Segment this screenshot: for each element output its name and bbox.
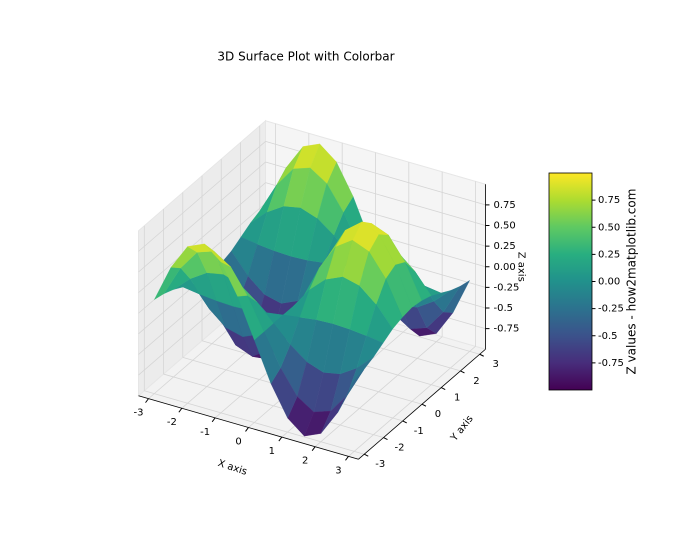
- z-tick-label: -0.5: [493, 303, 513, 314]
- y-tick-label: -1: [414, 426, 424, 437]
- surface: [153, 143, 471, 437]
- surface-patch: [204, 243, 231, 267]
- z-tick-label: 0.25: [493, 241, 515, 252]
- x-tick: [145, 398, 149, 403]
- grid-line: [138, 141, 266, 252]
- x-tick: [311, 446, 316, 452]
- colorbar: [548, 172, 593, 391]
- z-tick-label: -0.25: [493, 282, 519, 293]
- y-tick: [383, 437, 388, 441]
- x-tick-label: -3: [134, 408, 144, 419]
- colorbar-tick-label: -0.5: [598, 331, 618, 342]
- z-axis-label: Z axis: [515, 252, 526, 282]
- surface-patch: [337, 369, 365, 413]
- x-tick-label: -2: [167, 417, 177, 428]
- y-tick: [364, 453, 369, 457]
- z-tick-label: 0.00: [493, 262, 515, 273]
- y-tick-label: 3: [493, 359, 499, 370]
- colorbar-tick-label: -0.25: [598, 304, 624, 315]
- grid-line: [163, 373, 384, 438]
- x-tick-label: 1: [269, 446, 275, 457]
- colorbar-tick-label: 0.50: [598, 222, 620, 233]
- y-axis-label: Y axis: [448, 414, 475, 445]
- y-tick-label: 2: [473, 376, 479, 387]
- x-tick-label: -1: [200, 427, 210, 438]
- x-tick-label: 0: [235, 436, 241, 447]
- colorbar-tick-label: 0.25: [598, 249, 620, 260]
- x-tick: [178, 407, 183, 413]
- y-tick-label: -3: [375, 459, 385, 470]
- grid-line: [144, 390, 365, 455]
- chart-title: 3D Surface Plot with Colorbar: [217, 50, 394, 64]
- y-tick: [460, 370, 465, 374]
- y-tick-label: -2: [395, 443, 405, 454]
- colorbar-tick-label: 0.75: [598, 195, 620, 206]
- colorbar-label: Z values - how2matplotlib.com: [625, 189, 639, 375]
- surface-patch: [359, 251, 386, 305]
- y-tick: [479, 353, 484, 357]
- x-tick-label: 2: [302, 456, 308, 467]
- grid-line: [138, 161, 266, 273]
- y-tick-label: 1: [454, 393, 460, 404]
- x-tick: [211, 417, 216, 423]
- y-tick: [441, 387, 446, 391]
- grid-line: [138, 182, 266, 293]
- x-tick-label: 3: [335, 465, 341, 476]
- colorbar-tick-label: -0.75: [598, 358, 624, 369]
- y-tick: [421, 403, 427, 407]
- z-tick-label: -0.75: [493, 324, 519, 335]
- y-tick: [402, 420, 407, 424]
- x-tick: [345, 456, 349, 461]
- colorbar-tick-label: 0.00: [598, 277, 620, 288]
- x-tick: [278, 436, 283, 442]
- z-tick-label: 0.50: [493, 221, 515, 232]
- x-axis-label: X axis: [216, 458, 248, 478]
- z-tick-label: 0.75: [493, 200, 515, 211]
- x-tick: [245, 427, 249, 432]
- y-tick-label: 0: [435, 409, 441, 420]
